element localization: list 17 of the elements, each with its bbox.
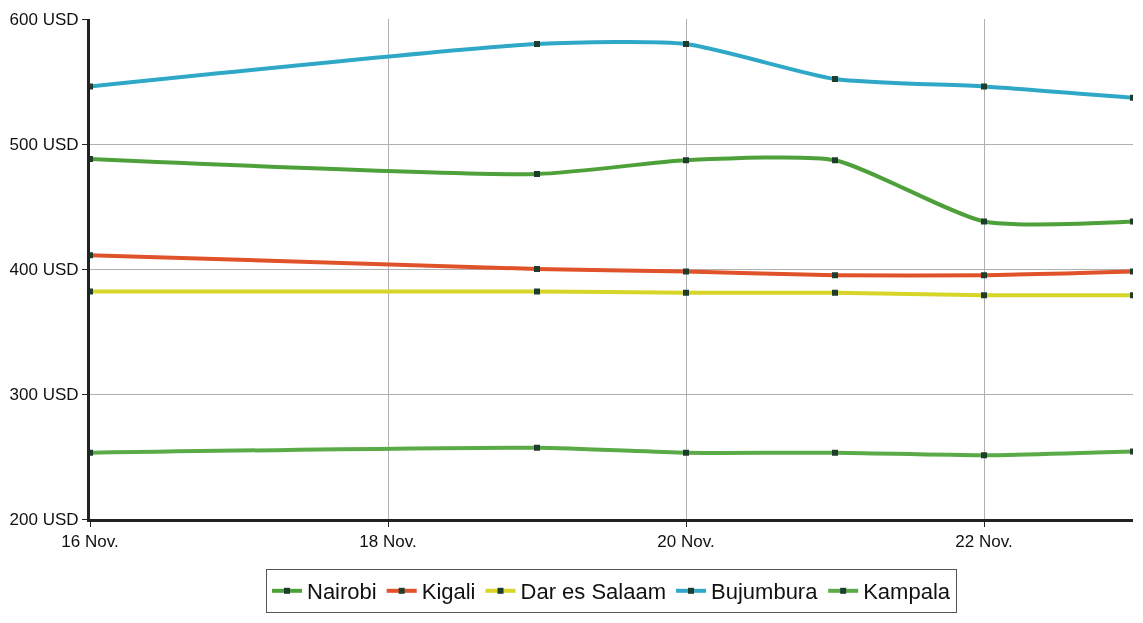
- line-series: [90, 444, 1133, 459]
- x-tick-label: 16 Nov.: [61, 532, 119, 552]
- legend-label: Kampala: [863, 579, 951, 605]
- legend-label: Bujumbura: [711, 579, 819, 605]
- y-tick-label: 500 USD: [9, 134, 79, 154]
- x-tick-label: 18 Nov.: [359, 532, 417, 552]
- legend-label: Kigali: [421, 579, 476, 605]
- y-tick-label: 600 USD: [9, 9, 79, 29]
- x-tick-label: 22 Nov.: [955, 532, 1013, 552]
- line-series: [90, 252, 1133, 279]
- x-tick-label: 20 Nov.: [657, 532, 715, 552]
- legend-label: Dar es Salaam: [520, 579, 667, 605]
- y-tick-label: 200 USD: [9, 509, 79, 529]
- y-tick-label: 400 USD: [9, 259, 79, 279]
- legend-label: Nairobi: [307, 579, 377, 605]
- y-tick-label: 300 USD: [9, 384, 79, 404]
- line-series: [90, 40, 1133, 101]
